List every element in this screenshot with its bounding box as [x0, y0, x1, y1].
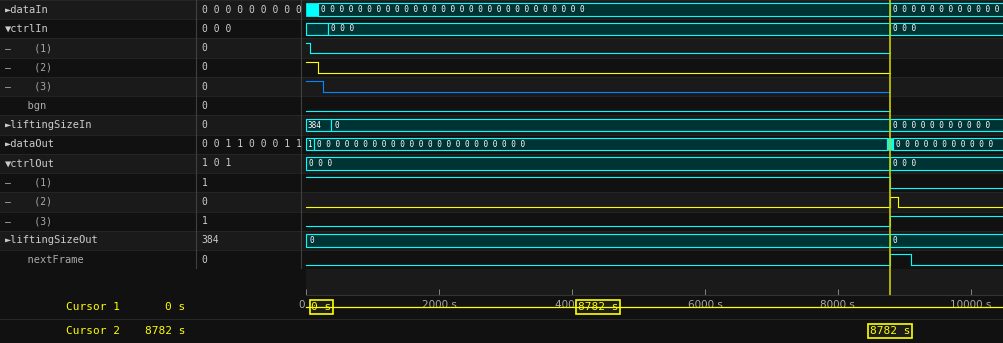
Text: 0: 0 — [202, 255, 208, 265]
Text: 0 0 0: 0 0 0 — [331, 24, 354, 33]
Text: —    (2): — (2) — [5, 197, 52, 207]
Text: bgn: bgn — [15, 101, 46, 111]
Bar — [0, 19, 1003, 38]
Bar — [889, 119, 1003, 131]
Bar — [0, 173, 1003, 192]
Text: 0: 0 — [334, 120, 339, 130]
Bar — [0, 0, 1003, 19]
Text: —    (3): — (3) — [5, 82, 52, 92]
Text: 0: 0 — [892, 236, 897, 245]
Bar — [0, 135, 1003, 154]
Text: 384: 384 — [202, 235, 220, 245]
Bar — [892, 138, 1003, 151]
Bar — [0, 58, 1003, 77]
Text: 0 s: 0 s — [311, 302, 331, 312]
Text: ►liftingSizeIn: ►liftingSizeIn — [5, 120, 92, 130]
Text: ►dataIn: ►dataIn — [5, 4, 49, 15]
Text: 0 0 0: 0 0 0 — [309, 159, 332, 168]
Text: —    (1): — (1) — [5, 178, 52, 188]
Bar — [886, 138, 892, 151]
Text: 8782 s: 8782 s — [869, 326, 909, 336]
Text: 8782 s: 8782 s — [577, 302, 618, 312]
Bar — [0, 96, 1003, 115]
Text: 0: 0 — [202, 101, 208, 111]
Bar — [306, 23, 328, 35]
Bar — [889, 157, 1003, 170]
Bar — [331, 119, 889, 131]
Text: 1: 1 — [307, 140, 312, 149]
Bar — [0, 231, 1003, 250]
Text: 0 0 0: 0 0 0 — [202, 24, 231, 34]
Bar — [0, 115, 1003, 134]
Text: 0: 0 — [202, 62, 208, 72]
Text: 1: 1 — [202, 216, 208, 226]
Text: 1: 1 — [202, 178, 208, 188]
Bar — [0, 77, 1003, 96]
Bar — [314, 138, 886, 151]
Text: ▼ctrlIn: ▼ctrlIn — [5, 24, 49, 34]
Text: 0 0 1 1 0 0 0 1 1: 0 0 1 1 0 0 0 1 1 — [202, 139, 301, 149]
Bar — [328, 23, 889, 35]
Text: 0 0 0: 0 0 0 — [892, 24, 915, 33]
Bar — [306, 119, 331, 131]
Text: 384: 384 — [307, 120, 321, 130]
Text: —    (3): — (3) — [5, 216, 52, 226]
Bar — [306, 3, 318, 16]
Bar — [306, 234, 889, 247]
Bar — [0, 250, 1003, 269]
Text: Cursor 2: Cursor 2 — [66, 326, 120, 336]
Text: ▼ctrlOut: ▼ctrlOut — [5, 158, 55, 168]
Text: —    (2): — (2) — [5, 62, 52, 72]
Text: 0: 0 — [202, 197, 208, 207]
Text: 0: 0 — [202, 120, 208, 130]
Bar — [889, 234, 1003, 247]
Text: 0 s: 0 s — [165, 302, 186, 312]
Text: 0: 0 — [202, 82, 208, 92]
Text: ►liftingSizeOut: ►liftingSizeOut — [5, 235, 98, 245]
Text: Cursor 1: Cursor 1 — [66, 302, 120, 312]
Text: 0: 0 — [202, 43, 208, 53]
Text: 1 0 1: 1 0 1 — [202, 158, 231, 168]
Text: —    (1): — (1) — [5, 43, 52, 53]
Text: 0 0 0 0 0 0 0 0 0 0 0: 0 0 0 0 0 0 0 0 0 0 0 — [892, 120, 989, 130]
Bar — [0, 38, 1003, 58]
Bar — [306, 157, 889, 170]
Text: 0 0 0 0 0 0 0 0 0 0 0 0 0 0 0 0 0 0 0 0 0 0 0: 0 0 0 0 0 0 0 0 0 0 0 0 0 0 0 0 0 0 0 0 … — [317, 140, 525, 149]
Text: 0 0 0 0 0 0 0 0 0 0 0 0 0 0 0: 0 0 0 0 0 0 0 0 0 0 0 0 0 0 0 — [892, 5, 1003, 14]
Bar — [889, 3, 1003, 16]
Text: 0 0 0: 0 0 0 — [892, 159, 915, 168]
Text: 8782 s: 8782 s — [145, 326, 186, 336]
Bar — [318, 3, 889, 16]
Text: 0 0 0 0 0 0 0 0 0 0 0 0 0 0 0 0 0 0 0 0 0 0 0 0 0 0 0 0 0: 0 0 0 0 0 0 0 0 0 0 0 0 0 0 0 0 0 0 0 0 … — [321, 5, 585, 14]
Bar — [0, 192, 1003, 212]
Text: ►dataOut: ►dataOut — [5, 139, 55, 149]
Text: 0: 0 — [309, 236, 314, 245]
Bar — [0, 212, 1003, 231]
Bar — [0, 154, 1003, 173]
Text: 0 0 0 0 0 0 0 0 0 0 0: 0 0 0 0 0 0 0 0 0 0 0 — [895, 140, 992, 149]
Text: nextFrame: nextFrame — [15, 255, 83, 265]
Bar — [889, 23, 1003, 35]
Bar — [306, 138, 314, 151]
Text: 0 0 0 0 0 0 0 0 0: 0 0 0 0 0 0 0 0 0 — [202, 4, 301, 15]
